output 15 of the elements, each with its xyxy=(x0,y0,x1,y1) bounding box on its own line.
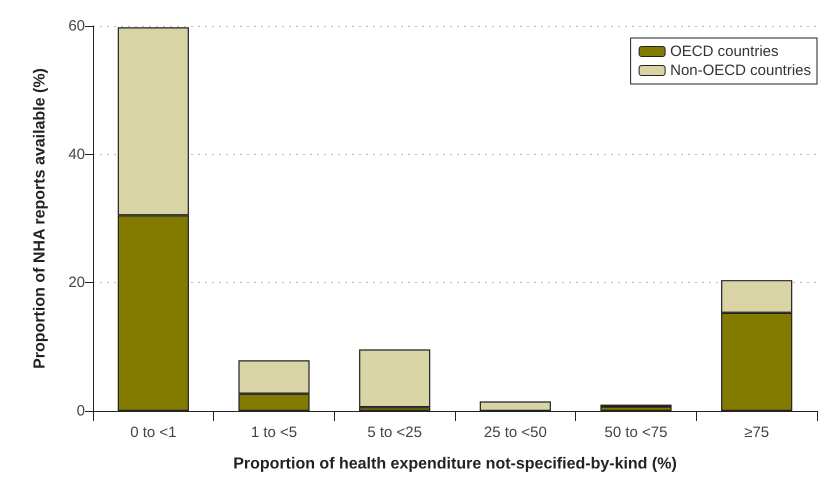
bar xyxy=(359,349,430,408)
x-tick-label: 5 to <25 xyxy=(367,424,422,441)
legend-label: Non-OECD countries xyxy=(670,62,812,79)
y-tick-label: 20 xyxy=(68,274,85,292)
y-axis-title: Proportion of NHA reports available (%) xyxy=(32,68,48,369)
x-tick-label: 1 to <5 xyxy=(250,424,298,441)
y-tick-label: 40 xyxy=(68,146,85,163)
x-tick-label: 50 to <75 xyxy=(604,424,668,441)
y-tick-label: 60 xyxy=(68,18,85,34)
x-tick-label: 25 to <50 xyxy=(484,424,547,441)
x-axis-title: Proportion of health expenditure not-specified-by-kind (%) xyxy=(233,456,677,472)
legend-label: OECD countries xyxy=(670,43,778,60)
x-tick-label: 0 to <1 xyxy=(130,424,176,441)
y-tick-label: 0 xyxy=(76,402,85,420)
x-tick-label: ≥75 xyxy=(744,424,770,441)
